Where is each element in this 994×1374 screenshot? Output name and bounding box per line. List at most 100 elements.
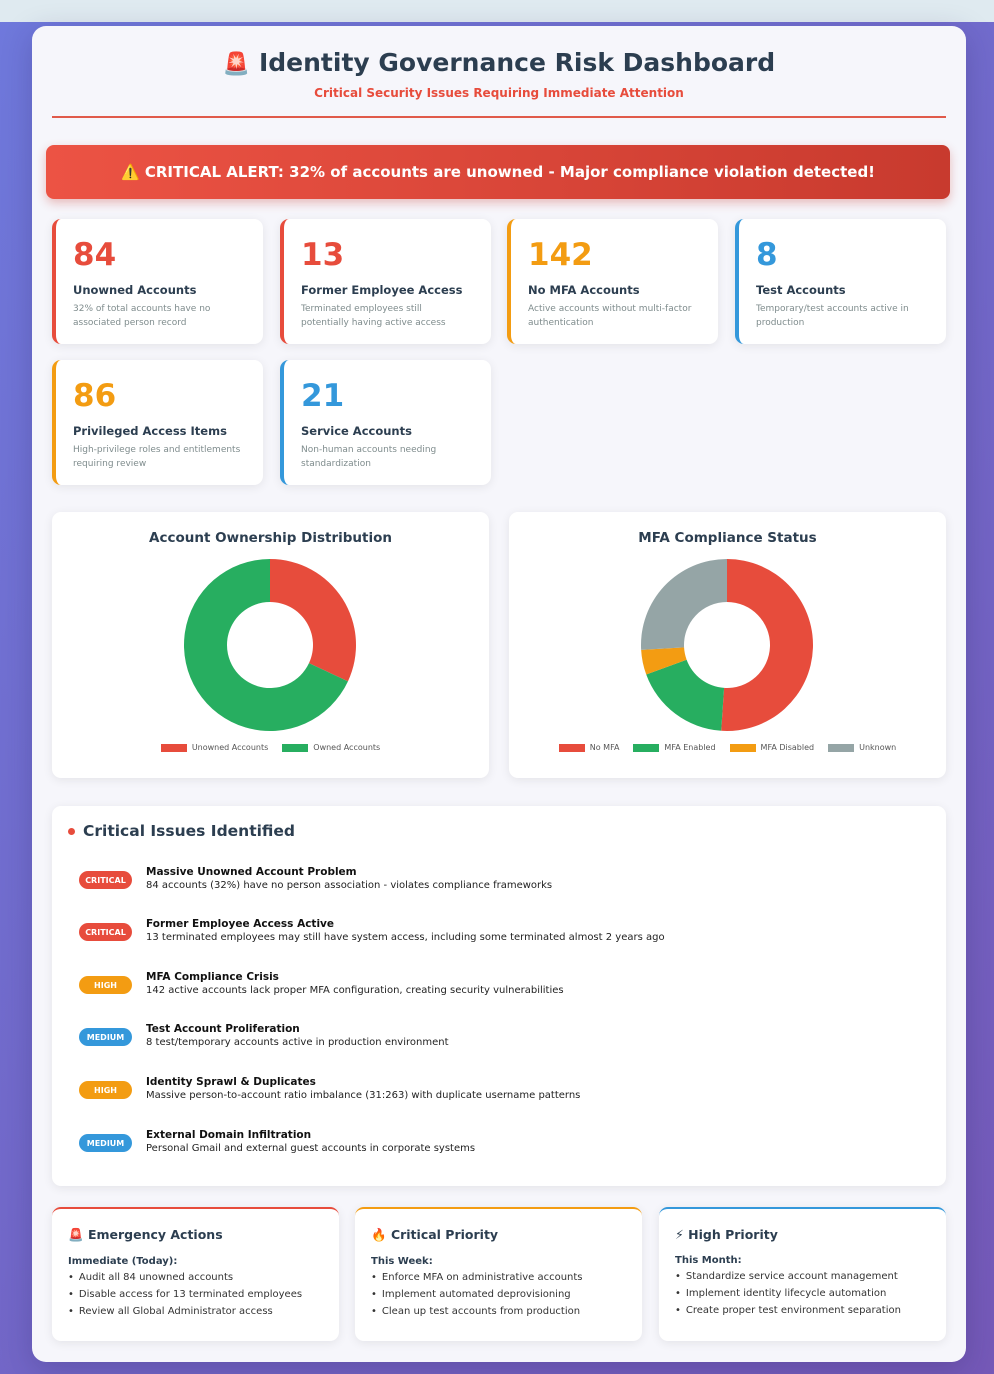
stat-value: 142	[528, 237, 593, 273]
legend-swatch	[633, 743, 660, 752]
stat-card-test-accounts: 8 Test Accounts Temporary/test accounts …	[735, 219, 946, 344]
issue-title: MFA Compliance Crisis	[146, 971, 279, 983]
severity-badge: HIGH	[79, 1081, 132, 1099]
issue-title: Massive Unowned Account Problem	[146, 866, 357, 878]
stat-description: Temporary/test accounts active in produc…	[756, 304, 909, 328]
issue-description: Massive person-to-account ratio imbalanc…	[146, 1090, 581, 1101]
action-timeframe: This Week:	[371, 1256, 433, 1267]
stat-card-service-accounts: 21 Service Accounts Non-human accounts n…	[280, 360, 491, 485]
stat-title: Unowned Accounts	[73, 283, 197, 297]
chart-legend: Unowned Accounts Owned Accounts	[52, 743, 489, 752]
legend-item: Owned Accounts	[282, 743, 380, 752]
slice-owned-accounts	[184, 559, 348, 731]
legend-label: MFA Enabled	[664, 743, 716, 752]
list-item: Enforce MFA on administrative accounts	[371, 1269, 626, 1286]
siren-icon: 🚨	[222, 52, 251, 77]
legend-label: Unowned Accounts	[191, 743, 269, 752]
legend-swatch	[828, 743, 855, 752]
legend-label: Unknown	[859, 743, 897, 752]
stat-value: 13	[301, 237, 345, 273]
critical-alert-banner: ⚠️ CRITICAL ALERT: 32% of accounts are u…	[46, 145, 950, 199]
action-title: ⚡ High Priority	[675, 1227, 778, 1242]
red-dot-icon	[68, 827, 75, 835]
issue-description: 13 terminated employees may still have s…	[146, 932, 665, 943]
stat-title: Test Accounts	[756, 283, 846, 297]
stat-card-unowned-accounts: 84 Unowned Accounts 32% of total account…	[52, 219, 263, 344]
ownership-chart-card: Account Ownership Distribution Unowned A…	[52, 512, 489, 778]
chart-legend: No MFA MFA Enabled MFA Disabled Unknown	[509, 743, 946, 752]
issue-item: HIGH Identity Sprawl & Duplicates Massiv…	[79, 1076, 929, 1112]
stat-value: 8	[756, 237, 778, 273]
siren-icon: 🚨	[68, 1227, 84, 1242]
stat-value: 86	[73, 378, 117, 414]
emergency-actions-card: 🚨 Emergency Actions Immediate (Today): A…	[52, 1207, 339, 1341]
severity-badge: HIGH	[79, 976, 132, 994]
list-item: Implement identity lifecycle automation	[675, 1285, 930, 1302]
legend-item: No MFA	[558, 743, 619, 752]
stat-title: Former Employee Access	[301, 283, 463, 297]
page-subtitle: Critical Security Issues Requiring Immed…	[314, 86, 684, 100]
action-title: 🔥 Critical Priority	[371, 1227, 499, 1242]
severity-badge: CRITICAL	[79, 923, 132, 941]
legend-item: Unknown	[828, 743, 896, 752]
list-item: Review all Global Administrator access	[68, 1303, 323, 1320]
issue-description: Personal Gmail and external guest accoun…	[146, 1143, 476, 1154]
browser-top-bar	[0, 0, 994, 22]
action-timeframe: Immediate (Today):	[68, 1256, 178, 1267]
chart-title: MFA Compliance Status	[638, 530, 817, 546]
list-item: Clean up test accounts from production	[371, 1303, 626, 1320]
action-timeframe: This Month:	[675, 1255, 742, 1266]
dashboard-container: 🚨 Identity Governance Risk Dashboard Cri…	[32, 26, 966, 1362]
issue-item: CRITICAL Former Employee Access Active 1…	[79, 918, 929, 954]
stat-description: Active accounts without multi-factor aut…	[528, 304, 692, 328]
action-list: Audit all 84 unowned accounts Disable ac…	[68, 1269, 323, 1320]
high-priority-card: ⚡ High Priority This Month: Standardize …	[659, 1207, 946, 1341]
issue-description: 8 test/temporary accounts active in prod…	[146, 1037, 449, 1048]
stat-title: No MFA Accounts	[528, 283, 640, 297]
slice-unowned-accounts	[270, 559, 356, 682]
issue-item: MEDIUM Test Account Proliferation 8 test…	[79, 1023, 929, 1059]
lightning-icon: ⚡	[675, 1227, 684, 1242]
critical-priority-card: 🔥 Critical Priority This Week: Enforce M…	[355, 1207, 642, 1341]
stat-card-no-mfa-accounts: 142 No MFA Accounts Active accounts with…	[507, 219, 718, 344]
legend-swatch	[558, 743, 585, 752]
list-item: Audit all 84 unowned accounts	[68, 1269, 323, 1286]
action-title: 🚨 Emergency Actions	[68, 1227, 223, 1242]
stat-card-privileged-access-items: 86 Privileged Access Items High-privileg…	[52, 360, 263, 485]
stat-description: Terminated employees still potentially h…	[301, 304, 446, 328]
legend-label: Owned Accounts	[313, 743, 381, 752]
slice-mfa-enabled	[646, 659, 725, 731]
stat-description: High-privilege roles and entitlements re…	[73, 445, 241, 469]
stat-value: 21	[301, 378, 345, 414]
issue-title: External Domain Infiltration	[146, 1129, 312, 1141]
stat-card-former-employee-access: 13 Former Employee Access Terminated emp…	[280, 219, 491, 344]
issue-description: 142 active accounts lack proper MFA conf…	[146, 985, 564, 996]
issue-title: Test Account Proliferation	[146, 1023, 300, 1035]
legend-item: Unowned Accounts	[160, 743, 269, 752]
issue-title: Identity Sprawl & Duplicates	[146, 1076, 316, 1088]
issue-description: 84 accounts (32%) have no person associa…	[146, 880, 553, 891]
list-item: Create proper test environment separatio…	[675, 1302, 930, 1319]
severity-badge: MEDIUM	[79, 1028, 132, 1046]
chart-title: Account Ownership Distribution	[149, 530, 392, 546]
slice-unknown	[641, 559, 727, 650]
issue-item: CRITICAL Massive Unowned Account Problem…	[79, 866, 929, 902]
list-item: Implement automated deprovisioning	[371, 1286, 626, 1303]
severity-badge: CRITICAL	[79, 871, 132, 889]
legend-item: MFA Enabled	[633, 743, 716, 752]
list-item: Standardize service account management	[675, 1268, 930, 1285]
slice-no-mfa	[721, 559, 814, 731]
issue-title: Former Employee Access Active	[146, 918, 335, 930]
fire-icon: 🔥	[371, 1227, 387, 1242]
mfa-chart-card: MFA Compliance Status No MFA MFA Enabled M…	[509, 512, 946, 778]
list-item: Disable access for 13 terminated employe…	[68, 1286, 323, 1303]
stat-title: Privileged Access Items	[73, 424, 227, 438]
action-list: Standardize service account management I…	[675, 1268, 930, 1319]
stat-description: Non-human accounts needing standardizati…	[301, 445, 437, 469]
stat-value: 84	[73, 237, 117, 273]
legend-label: MFA Disabled	[760, 743, 815, 752]
issues-heading: Critical Issues Identified	[68, 822, 295, 840]
issue-item: MEDIUM External Domain Infiltration Pers…	[79, 1129, 929, 1165]
critical-issues-panel: Critical Issues Identified CRITICAL Mass…	[52, 806, 946, 1186]
severity-badge: MEDIUM	[79, 1134, 132, 1152]
